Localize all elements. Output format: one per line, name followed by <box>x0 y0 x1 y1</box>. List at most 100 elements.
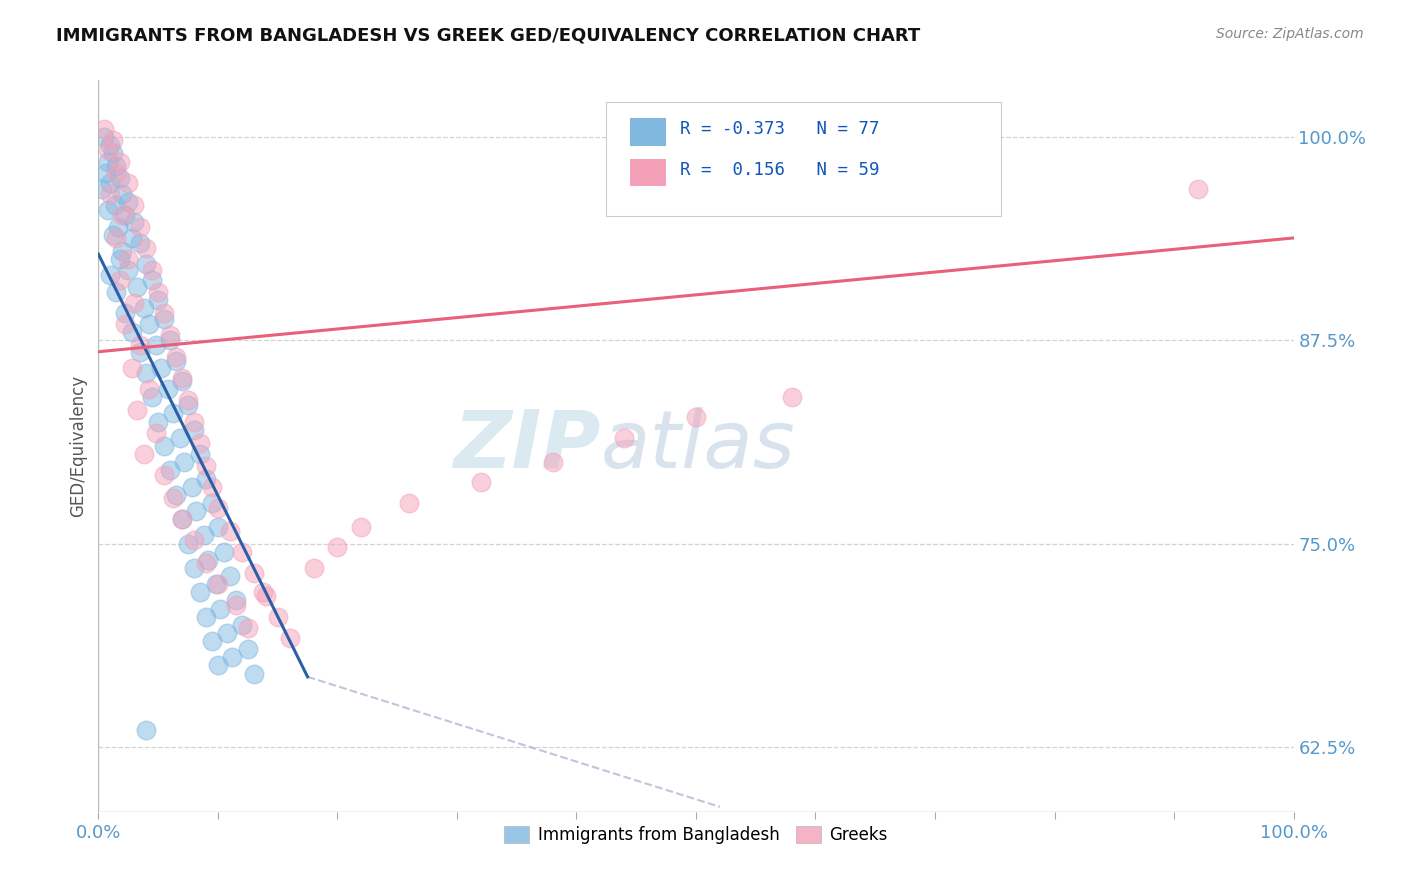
Point <box>111 244 134 258</box>
Point <box>156 382 179 396</box>
Point <box>236 642 259 657</box>
Point <box>195 556 218 570</box>
Point <box>124 215 146 229</box>
Point <box>125 403 148 417</box>
Point <box>207 658 229 673</box>
Point <box>111 208 134 222</box>
Point <box>172 374 194 388</box>
Point <box>124 296 146 310</box>
Point <box>159 334 181 348</box>
Point <box>98 138 122 153</box>
Point <box>148 293 170 307</box>
Point <box>94 166 117 180</box>
Point <box>172 370 194 384</box>
Bar <box>630 159 666 186</box>
Point <box>165 354 187 368</box>
Point <box>145 338 167 352</box>
Point <box>267 609 290 624</box>
Point <box>132 301 155 315</box>
Point <box>104 198 127 212</box>
Point <box>1187 182 1209 196</box>
Text: atlas: atlas <box>600 407 796 485</box>
Point <box>98 268 122 283</box>
Point <box>148 415 170 429</box>
Point <box>129 344 152 359</box>
Point <box>188 585 211 599</box>
Point <box>101 227 124 242</box>
Point <box>108 273 131 287</box>
Point <box>209 601 232 615</box>
Point <box>204 577 226 591</box>
Point <box>108 170 131 185</box>
Point <box>685 409 707 424</box>
Point <box>197 553 219 567</box>
Point <box>172 512 194 526</box>
Point <box>201 634 224 648</box>
Point <box>231 617 253 632</box>
Point <box>114 208 136 222</box>
Point <box>613 431 636 445</box>
Point <box>153 439 176 453</box>
Point <box>132 447 155 461</box>
Point <box>169 431 191 445</box>
Point <box>219 569 242 583</box>
Point <box>201 480 224 494</box>
Point <box>124 198 146 212</box>
Point <box>193 528 215 542</box>
Point <box>97 154 120 169</box>
Point <box>243 566 266 580</box>
Point <box>105 166 128 180</box>
Point <box>207 520 229 534</box>
Point <box>225 593 247 607</box>
Bar <box>630 119 666 146</box>
Point <box>165 488 187 502</box>
Point <box>183 561 205 575</box>
Point <box>98 187 122 202</box>
Point <box>129 235 152 250</box>
Point <box>231 544 253 558</box>
Point <box>93 130 115 145</box>
Point <box>121 361 143 376</box>
Point <box>135 241 157 255</box>
Point <box>117 176 139 190</box>
Point <box>183 415 205 429</box>
Text: R =  0.156   N = 59: R = 0.156 N = 59 <box>681 161 880 178</box>
Point <box>107 219 129 234</box>
Point <box>91 182 114 196</box>
Point <box>153 306 176 320</box>
Point <box>105 285 128 299</box>
Point <box>252 585 274 599</box>
Point <box>177 393 200 408</box>
Point <box>135 366 157 380</box>
Text: ZIP: ZIP <box>453 407 600 485</box>
Point <box>195 609 218 624</box>
Point <box>201 496 224 510</box>
Point <box>541 455 564 469</box>
Point <box>145 425 167 440</box>
Point <box>148 285 170 299</box>
Point <box>117 252 139 266</box>
Point <box>121 231 143 245</box>
Point <box>97 143 120 157</box>
Point <box>207 500 229 515</box>
Point <box>138 382 160 396</box>
Point <box>236 621 259 635</box>
Point <box>101 133 124 147</box>
Point <box>105 231 128 245</box>
Point <box>173 455 195 469</box>
Point <box>138 317 160 331</box>
Point <box>153 468 176 483</box>
Text: R = -0.373   N = 77: R = -0.373 N = 77 <box>681 120 880 138</box>
Point <box>153 312 176 326</box>
Legend: Immigrants from Bangladesh, Greeks: Immigrants from Bangladesh, Greeks <box>498 820 894 851</box>
Point <box>180 480 202 494</box>
Point <box>101 146 124 161</box>
Point <box>108 252 131 266</box>
Point <box>141 390 163 404</box>
Point <box>162 491 184 505</box>
Point <box>195 471 218 485</box>
Point <box>135 257 157 271</box>
Point <box>470 475 492 489</box>
Point <box>186 504 208 518</box>
Point <box>98 176 122 190</box>
